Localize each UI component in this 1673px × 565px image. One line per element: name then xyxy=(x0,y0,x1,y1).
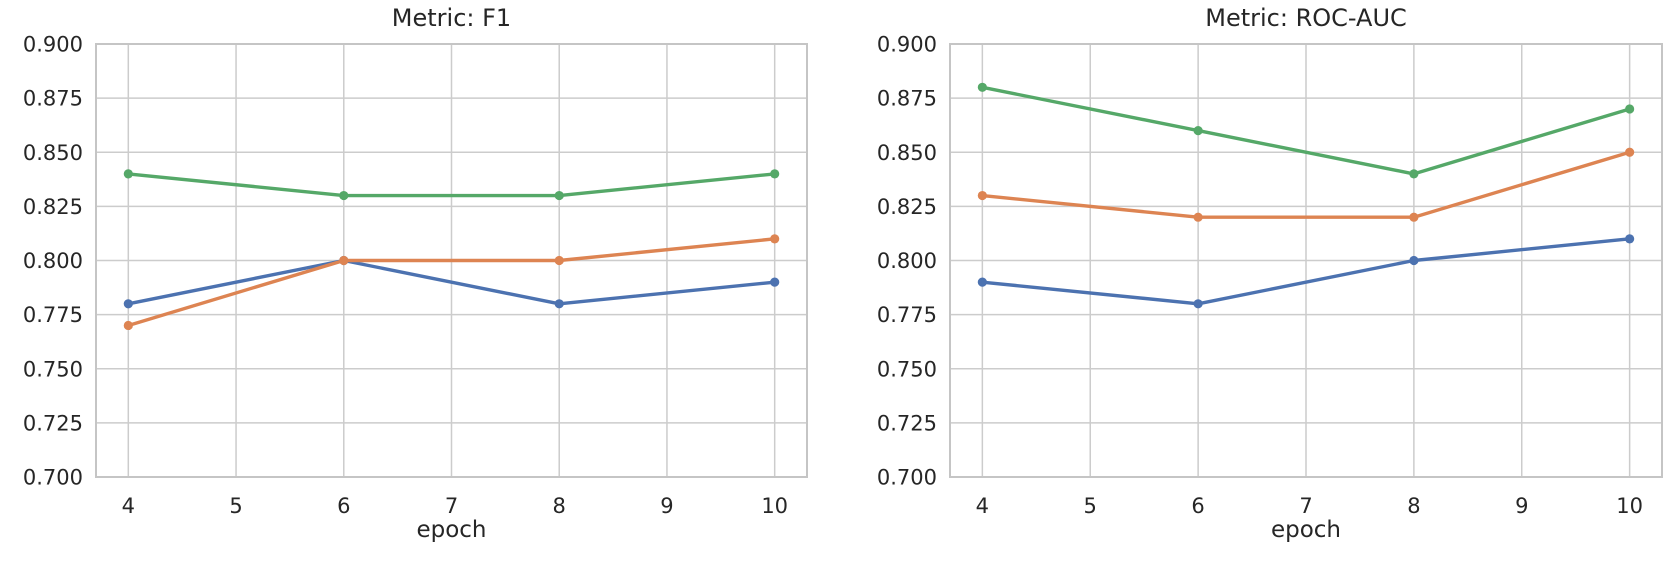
y-tick-label: 0.725 xyxy=(877,411,937,435)
series-orange-line xyxy=(982,150,1631,219)
series-green-marker xyxy=(339,190,349,201)
series-green-marker xyxy=(1625,104,1635,114)
x-tick-label: 8 xyxy=(1407,494,1420,518)
plot-border xyxy=(95,43,808,478)
x-tick-label: 9 xyxy=(1515,494,1528,518)
y-tick-label: 0.900 xyxy=(877,33,937,57)
series-orange-marker xyxy=(123,320,133,331)
series-orange-marker xyxy=(1409,212,1419,222)
chart-roc-auc: 0.700 0.725 0.750 0.775 0.800 0.825 0.850 0.875… xyxy=(837,0,1673,565)
x-tick-label: 4 xyxy=(976,494,989,518)
series-orange-marker xyxy=(1625,147,1635,157)
series-green-marker xyxy=(123,169,133,179)
series-orange-marker xyxy=(554,255,564,266)
y-tick-label: 0.825 xyxy=(877,195,937,219)
series-orange-marker xyxy=(977,190,987,201)
series-orange-marker xyxy=(770,234,780,244)
x-tick-label: 10 xyxy=(761,494,788,518)
series-blue-line xyxy=(127,258,775,306)
series-blue-marker xyxy=(977,277,987,287)
roc-auc-plot-svg: 0.700 0.725 0.750 0.775 0.800 0.825 0.850 0.875… xyxy=(877,33,1663,518)
y-tick-label: 0.775 xyxy=(877,303,937,327)
series-green-line xyxy=(982,85,1631,176)
plot-border xyxy=(949,43,1663,478)
chart-f1: 0.700 0.725 0.750 0.775 0.800 0.825 0.850 0.875… xyxy=(0,0,836,565)
chart-title: Metric: ROC-AUC xyxy=(1205,4,1407,32)
series-green-marker xyxy=(770,169,780,179)
series-green-line xyxy=(128,172,775,198)
series-blue-marker xyxy=(554,299,564,309)
series-blue-marker xyxy=(1409,255,1419,266)
series-green-marker xyxy=(554,190,564,201)
series-blue-line xyxy=(982,237,1630,306)
y-tick-label: 0.825 xyxy=(23,195,83,219)
series-orange-marker xyxy=(339,255,349,266)
y-tick-label: 0.850 xyxy=(877,141,937,165)
x-tick-label: 7 xyxy=(1299,494,1312,518)
y-tick-label: 0.700 xyxy=(23,466,83,490)
y-tick-label: 0.800 xyxy=(877,249,937,273)
x-tick-label: 7 xyxy=(445,494,458,518)
y-tick-label: 0.700 xyxy=(877,466,937,490)
chart-title: Metric: F1 xyxy=(391,4,512,32)
x-tick-label: 6 xyxy=(337,494,350,518)
f1-plot-svg: 0.700 0.725 0.750 0.775 0.800 0.825 0.850 0.875… xyxy=(23,33,808,518)
series-orange-line xyxy=(127,237,775,328)
series-blue-marker xyxy=(770,277,780,287)
x-tick-label: 8 xyxy=(553,494,566,518)
series-blue-marker xyxy=(1625,234,1635,244)
y-tick-label: 0.875 xyxy=(23,87,83,111)
x-axis-label: epoch xyxy=(1270,517,1342,543)
x-tick-label: 4 xyxy=(122,494,135,518)
series-green-marker xyxy=(1193,126,1203,136)
y-tick-label: 0.750 xyxy=(877,357,937,381)
x-tick-label: 5 xyxy=(229,494,242,518)
x-tick-label: 6 xyxy=(1191,494,1204,518)
y-tick-label: 0.900 xyxy=(23,33,83,57)
series-orange-marker xyxy=(1193,212,1203,222)
series-blue-marker xyxy=(1193,299,1203,309)
y-tick-label: 0.800 xyxy=(23,249,83,273)
series-green-marker xyxy=(1409,169,1419,179)
y-tick-label: 0.750 xyxy=(23,357,83,381)
x-tick-label: 5 xyxy=(1084,494,1097,518)
series-green-marker xyxy=(977,82,987,92)
y-tick-label: 0.875 xyxy=(877,87,937,111)
x-axis-label: epoch xyxy=(416,517,487,543)
y-tick-label: 0.725 xyxy=(23,411,83,435)
y-tick-label: 0.775 xyxy=(23,303,83,327)
series-blue-marker xyxy=(123,299,133,309)
y-tick-label: 0.850 xyxy=(23,141,83,165)
x-tick-label: 10 xyxy=(1616,494,1643,518)
x-tick-label: 9 xyxy=(660,494,673,518)
